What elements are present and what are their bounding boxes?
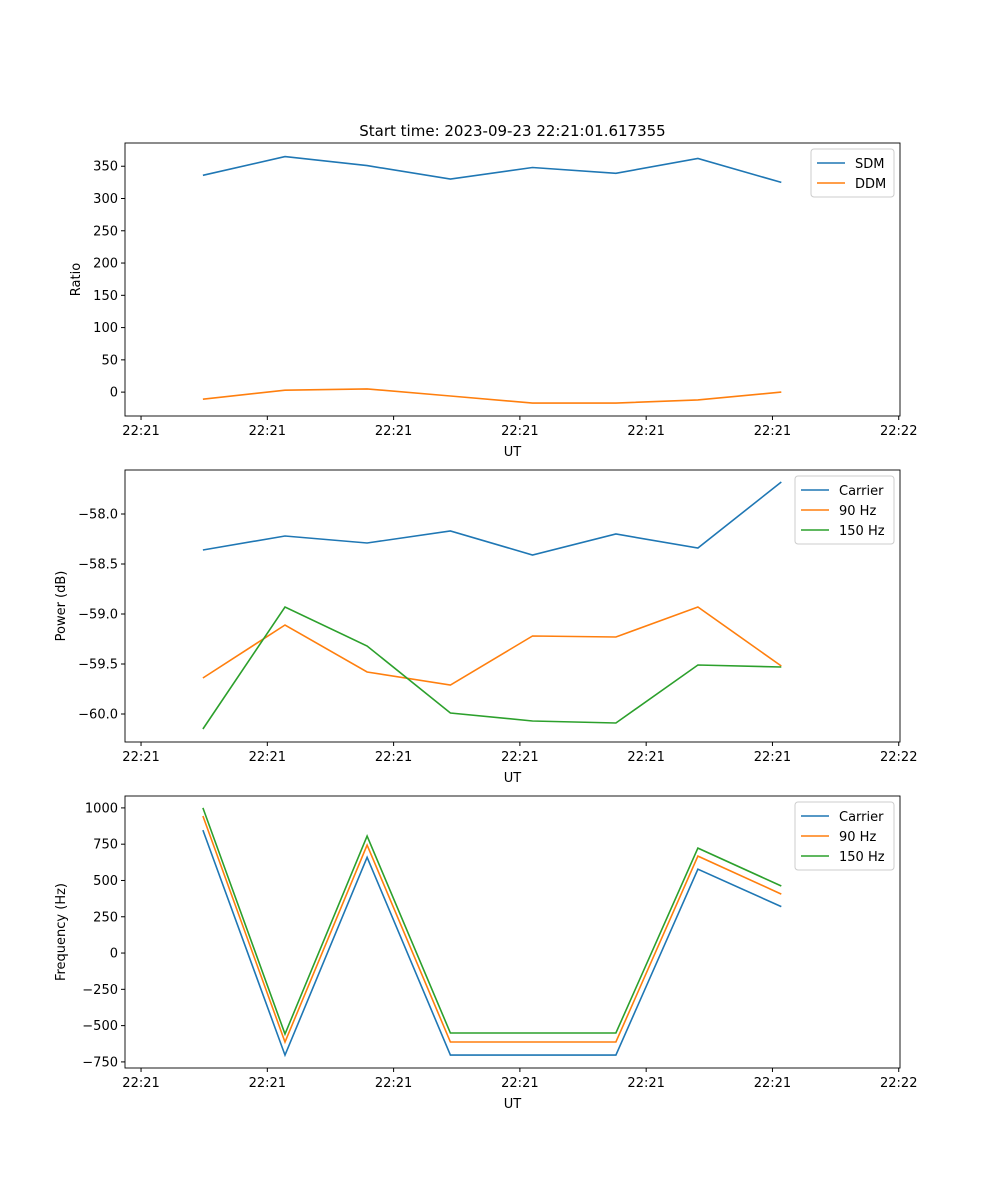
- y-tick-label: −58.0: [78, 508, 118, 523]
- y-tick-label: 300: [93, 192, 118, 207]
- y-tick-label: −750: [82, 1055, 118, 1070]
- x-tick-label: 22:21: [627, 1076, 664, 1091]
- y-tick-label: −250: [82, 983, 118, 998]
- x-tick-label: 22:21: [501, 750, 538, 765]
- legend: Carrier 90 Hz 150 Hz: [794, 801, 895, 871]
- legend-box: [794, 801, 895, 871]
- legend-label: 150 Hz: [839, 524, 885, 539]
- y-tick-label: 0: [110, 947, 118, 962]
- series-line-carrier: [202, 829, 782, 1058]
- legend-label: Carrier: [839, 484, 884, 499]
- chart-title: Start time: 2023-09-23 22:21:01.617355: [359, 122, 665, 140]
- series-line-150-hz: [202, 605, 782, 730]
- x-tick-label: 22:21: [754, 1076, 791, 1091]
- legend-label: SDM: [855, 157, 884, 172]
- y-axis-label: Ratio: [69, 263, 84, 296]
- y-tick-label: 50: [101, 353, 118, 368]
- x-tick-label: 22:21: [754, 750, 791, 765]
- legend: Carrier 90 Hz 150 Hz: [794, 475, 895, 545]
- y-tick-label: −500: [82, 1019, 118, 1034]
- y-tick-label: 1000: [85, 801, 118, 816]
- legend-box: [810, 148, 895, 198]
- x-axis-label: UT: [504, 1097, 522, 1112]
- series-line-sdm: [202, 155, 782, 184]
- legend-box: [794, 475, 895, 545]
- axes-frame: [124, 795, 901, 1069]
- y-tick-label: −58.5: [78, 558, 118, 573]
- axes-frame: [124, 142, 901, 417]
- x-axis-label: UT: [504, 771, 522, 786]
- x-tick-label: 22:21: [375, 1076, 412, 1091]
- y-tick-label: 0: [110, 386, 118, 401]
- y-tick-label: 150: [93, 289, 118, 304]
- x-axis-label: UT: [504, 445, 522, 460]
- series-line-90-hz: [202, 606, 782, 686]
- subplot-3: 22:21 22:21 22:21 22:21 22:21 22:21 22:22 −750 −…: [54, 795, 917, 1112]
- legend-label: Carrier: [839, 810, 884, 825]
- x-tick-label: 22:21: [501, 1076, 538, 1091]
- y-tick-label: 750: [93, 838, 118, 853]
- series-line-90-hz: [202, 815, 782, 1045]
- x-tick-label: 22:22: [880, 750, 917, 765]
- y-tick-label: 100: [93, 321, 118, 336]
- x-tick-label: 22:21: [249, 1076, 286, 1091]
- x-tick-label: 22:21: [122, 1076, 159, 1091]
- legend: SDM DDM: [810, 148, 895, 198]
- subplot-2: 22:21 22:21 22:21 22:21 22:21 22:21 22:22 −60.0…: [54, 469, 917, 786]
- y-tick-label: 200: [93, 257, 118, 272]
- x-tick-label: 22:21: [627, 424, 664, 439]
- y-axis-label: Power (dB): [54, 571, 69, 642]
- y-tick-label: 500: [93, 874, 118, 889]
- x-tick-label: 22:21: [375, 424, 412, 439]
- x-tick-label: 22:21: [501, 424, 538, 439]
- legend-label: 90 Hz: [839, 830, 876, 845]
- y-tick-label: 250: [93, 224, 118, 239]
- legend-label: 150 Hz: [839, 850, 885, 865]
- x-tick-label: 22:21: [122, 750, 159, 765]
- x-tick-label: 22:21: [249, 424, 286, 439]
- subplot-1: Start time: 2023-09-23 22:21:01.617355 22…: [69, 122, 917, 460]
- x-tick-label: 22:22: [880, 1076, 917, 1091]
- x-tick-label: 22:21: [249, 750, 286, 765]
- y-tick-label: −60.0: [78, 708, 118, 723]
- x-tick-label: 22:21: [754, 424, 791, 439]
- y-tick-label: −59.0: [78, 608, 118, 623]
- series-line-carrier: [202, 481, 782, 556]
- series-line-ddm: [202, 388, 782, 404]
- series-line-150-hz: [202, 807, 782, 1037]
- y-tick-label: 350: [93, 160, 118, 175]
- y-tick-label: 250: [93, 910, 118, 925]
- x-tick-label: 22:21: [375, 750, 412, 765]
- legend-label: DDM: [855, 177, 886, 192]
- y-axis-label: Frequency (Hz): [54, 883, 69, 981]
- axes-frame: [124, 469, 901, 743]
- x-tick-label: 22:22: [880, 424, 917, 439]
- x-tick-label: 22:21: [122, 424, 159, 439]
- y-tick-label: −59.5: [78, 658, 118, 673]
- legend-label: 90 Hz: [839, 504, 876, 519]
- x-tick-label: 22:21: [627, 750, 664, 765]
